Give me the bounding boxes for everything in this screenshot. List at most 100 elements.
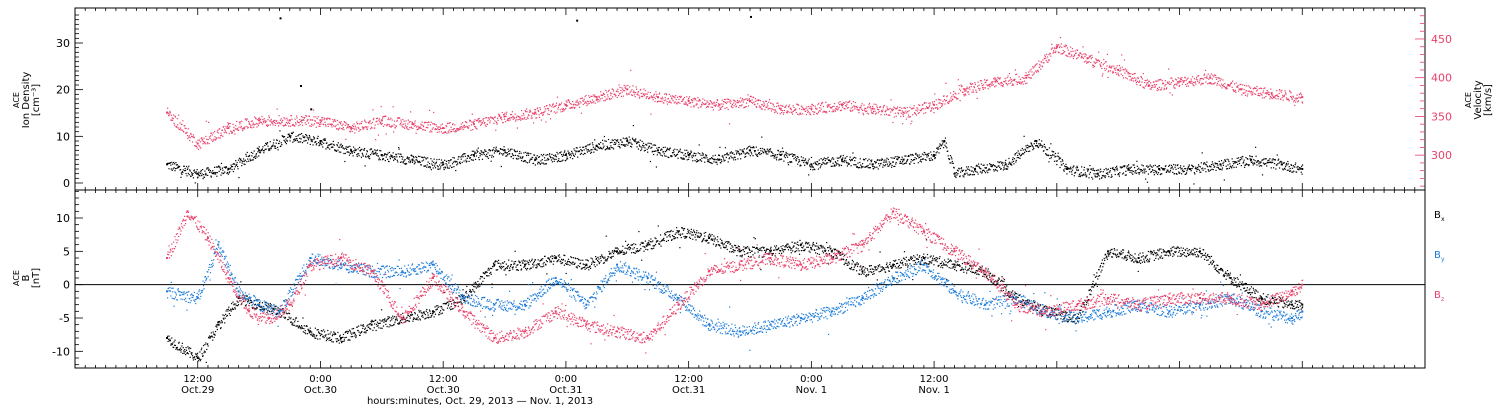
velocity-series-sample: [207, 141, 209, 144]
velocity-series-sample: [759, 100, 762, 102]
density-series-sample: [1294, 164, 1296, 166]
density-series-sample: [1049, 154, 1051, 157]
density-series-sample: [209, 171, 211, 173]
velocity-series-sample: [479, 120, 481, 122]
velocity-series-sample: [489, 122, 491, 124]
velocity-series-sample: [782, 113, 785, 115]
density-series-sample: [1162, 168, 1164, 170]
density-series-sample: [232, 163, 234, 165]
density-series-sample: [991, 166, 993, 168]
velocity-series-sample: [186, 134, 189, 137]
density-series-sample: [1169, 171, 1171, 173]
density-series-sample: [1011, 161, 1013, 163]
velocity-series-sample: [748, 99, 750, 101]
density-series-sample: [890, 157, 892, 159]
velocity-series-sample: [314, 120, 316, 122]
density-series-sample: [429, 167, 432, 169]
density-series-sample: [1299, 168, 1301, 170]
density-series-sample: [1280, 164, 1282, 166]
velocity-series-sample: [707, 106, 710, 108]
density-series-sample: [698, 144, 700, 146]
density-series-sample: [557, 153, 559, 155]
velocity-series-sample: [794, 109, 796, 111]
density-series-sample: [946, 147, 948, 149]
density-series-sample: [620, 139, 622, 141]
velocity-series-sample: [706, 105, 709, 108]
velocity-series-sample: [1029, 77, 1032, 79]
density-series-sample: [896, 155, 898, 158]
density-series-sample: [948, 158, 951, 161]
density-series-sample: [688, 158, 690, 160]
density-series-sample: [1172, 168, 1174, 170]
velocity-series-sample: [897, 113, 900, 115]
density-series-sample: [234, 166, 236, 168]
density-series-sample: [236, 161, 238, 164]
velocity-series-sample: [1232, 80, 1234, 82]
density-series-sample: [797, 163, 799, 165]
velocity-series-sample: [804, 108, 806, 111]
velocity-series-sample: [624, 87, 627, 90]
density-series-sample: [743, 152, 745, 154]
density-series-sample: [508, 150, 510, 152]
density-series-sample: [1289, 167, 1291, 170]
velocity-series-sample: [539, 107, 541, 109]
density-series-sample: [491, 156, 493, 158]
velocity-series-sample: [860, 106, 862, 108]
velocity-series-sample: [1194, 81, 1196, 83]
velocity-series-sample: [633, 94, 635, 96]
density-series-sample: [1012, 160, 1015, 163]
velocity-series-sample: [1080, 57, 1082, 59]
velocity-series-sample: [889, 107, 891, 110]
velocity-series-sample: [225, 126, 227, 128]
velocity-series-sample: [1190, 78, 1192, 80]
velocity-series-sample: [209, 138, 211, 140]
velocity-series-sample: [1183, 81, 1185, 83]
density-series-sample: [983, 170, 986, 172]
density-series-sample: [651, 146, 653, 149]
velocity-series-sample: [747, 105, 750, 107]
density-series-sample: [174, 170, 176, 172]
density-series-sample: [1222, 162, 1224, 165]
velocity-series-sample: [1183, 80, 1185, 82]
density-series-sample: [567, 152, 570, 155]
velocity-series-sample: [1176, 84, 1178, 86]
density-series-sample: [693, 155, 695, 157]
velocity-series-sample: [884, 114, 886, 116]
velocity-series-sample: [1094, 62, 1097, 64]
velocity-series-sample: [336, 119, 339, 122]
density-series-sample: [914, 157, 916, 159]
velocity-series-sample: [657, 100, 659, 102]
velocity-series-sample: [1006, 83, 1008, 85]
velocity-series-sample: [449, 129, 451, 131]
velocity-series-sample: [1186, 83, 1189, 85]
velocity-series-sample: [665, 93, 667, 95]
density-series-sample: [281, 135, 283, 137]
velocity-series-sample: [596, 99, 598, 101]
density-series-sample: [1194, 168, 1196, 170]
density-series-sample: [944, 137, 947, 139]
velocity-series-sample: [500, 117, 502, 119]
velocity-series-sample: [950, 100, 953, 102]
y-left-tick-label: 10: [56, 130, 70, 143]
density-series-sample: [673, 154, 675, 156]
velocity-series-sample: [625, 92, 628, 94]
velocity-series-sample: [869, 107, 871, 109]
density-series-sample: [499, 152, 501, 154]
velocity-series-sample: [184, 125, 186, 127]
density-series-sample: [832, 162, 834, 164]
density-series-sample: [379, 159, 381, 161]
velocity-series-sample: [526, 111, 528, 113]
density-series-sample: [755, 146, 757, 148]
density-series-sample: [337, 142, 339, 144]
density-series-sample: [839, 157, 841, 159]
velocity-series-sample: [872, 105, 874, 108]
velocity-series-sample: [367, 126, 369, 128]
velocity-series-sample: [549, 104, 551, 106]
density-series-sample: [929, 159, 931, 162]
velocity-series-sample: [881, 110, 883, 113]
velocity-series-sample: [818, 102, 820, 104]
velocity-series-sample: [1029, 70, 1031, 72]
density-series-sample: [375, 154, 378, 156]
density-series-sample: [411, 155, 413, 157]
velocity-series-sample: [1036, 63, 1038, 65]
